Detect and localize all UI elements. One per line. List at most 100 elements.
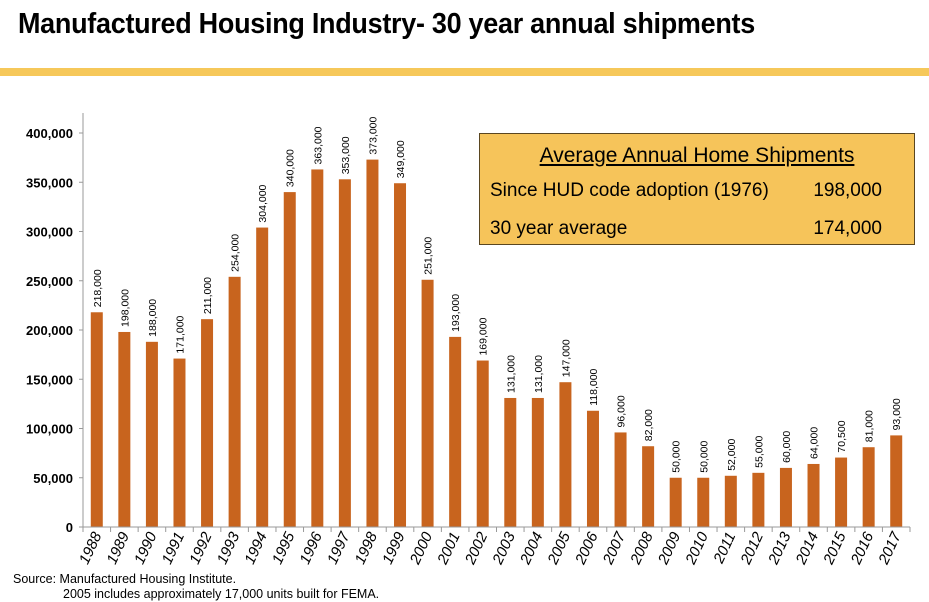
y-tick-label: 150,000 xyxy=(26,372,73,387)
data-label: 81,000 xyxy=(864,410,876,442)
x-tick-label: 2000 xyxy=(406,529,436,568)
bar-1994 xyxy=(256,227,269,527)
bar-1991 xyxy=(173,358,186,527)
data-label: 147,000 xyxy=(560,339,572,377)
data-label: 254,000 xyxy=(230,234,242,272)
y-tick-label: 200,000 xyxy=(26,323,73,338)
bar-2008 xyxy=(642,446,655,527)
data-label: 70,500 xyxy=(836,420,848,452)
average-row-label: 30 year average xyxy=(490,218,628,239)
average-row-since-hud: Since HUD code adoption (1976) 198,000 xyxy=(490,180,882,202)
data-label: 340,000 xyxy=(285,149,297,187)
page-title: Manufactured Housing Industry- 30 year a… xyxy=(18,8,755,40)
x-tick-label: 2016 xyxy=(847,529,877,568)
data-label: 93,000 xyxy=(891,398,903,430)
average-row-value: 174,000 xyxy=(813,218,882,239)
source-footnote: Source: Manufactured Housing Institute. … xyxy=(13,572,379,602)
bar-2014 xyxy=(807,463,820,527)
x-tick-label: 1990 xyxy=(131,529,161,567)
x-tick-label: 2008 xyxy=(627,529,657,568)
data-label: 55,000 xyxy=(753,436,765,468)
data-label: 64,000 xyxy=(809,427,821,459)
data-label: 188,000 xyxy=(147,299,159,337)
average-box-heading: Average Annual Home Shipments xyxy=(539,144,855,167)
bar-1997 xyxy=(338,179,351,528)
data-label: 118,000 xyxy=(588,368,600,405)
data-labels-group: 218,000 198,000 188,000 171,000 211,000 254,0… xyxy=(92,116,903,472)
bar-2016 xyxy=(862,447,875,527)
x-tick-label: 2011 xyxy=(710,530,739,567)
bar-2007 xyxy=(614,432,627,527)
x-tick-label: 1992 xyxy=(186,529,216,567)
data-label: 211,000 xyxy=(202,277,214,314)
average-row-label: Since HUD code adoption (1976) xyxy=(490,180,769,201)
bar-1996 xyxy=(311,169,324,527)
bar-1989 xyxy=(118,331,131,527)
data-label: 251,000 xyxy=(423,237,435,275)
bar-2000 xyxy=(421,279,434,527)
data-label: 52,000 xyxy=(726,439,738,471)
bar-1992 xyxy=(201,319,214,527)
data-label: 304,000 xyxy=(257,184,269,222)
data-label: 198,000 xyxy=(119,289,131,327)
data-label: 218,000 xyxy=(92,269,104,307)
data-label: 193,000 xyxy=(450,294,462,332)
y-tick-label: 400,000 xyxy=(26,126,73,141)
average-shipments-box: Average Annual Home Shipments Since HUD … xyxy=(479,133,915,245)
x-tick-label: 1994 xyxy=(241,530,271,567)
data-label: 96,000 xyxy=(616,395,628,427)
bar-2002 xyxy=(476,360,489,527)
x-tick-label: 1999 xyxy=(379,529,409,567)
accent-rule xyxy=(0,68,929,76)
data-label: 349,000 xyxy=(395,140,407,178)
x-tick-label: 1988 xyxy=(76,529,106,567)
bar-2017 xyxy=(890,435,903,527)
bar-1993 xyxy=(228,276,241,527)
data-label: 171,000 xyxy=(174,315,186,353)
data-label: 50,000 xyxy=(671,440,683,472)
bar-2013 xyxy=(779,467,792,527)
y-tick-label: 50,000 xyxy=(33,471,73,486)
y-axis: 0 50,000 100,000 150,000 200,000 250,000 300,0… xyxy=(26,113,84,535)
y-tick-label: 350,000 xyxy=(26,175,73,190)
bar-2006 xyxy=(586,410,599,527)
x-tick-label: 2009 xyxy=(654,529,684,568)
x-tick-label: 2017 xyxy=(875,529,905,568)
x-tick-label: 1991 xyxy=(159,530,189,567)
x-tick-label: 1996 xyxy=(296,529,326,567)
data-label: 60,000 xyxy=(781,431,793,463)
y-tick-label: 100,000 xyxy=(26,422,73,437)
data-label: 363,000 xyxy=(312,126,324,164)
x-tick-label: 2015 xyxy=(820,529,850,568)
data-label: 50,000 xyxy=(698,440,710,472)
y-tick-label: 0 xyxy=(66,520,73,535)
bars-group xyxy=(90,159,903,528)
bar-2005 xyxy=(559,382,572,527)
data-label: 169,000 xyxy=(478,317,490,355)
data-label: 131,000 xyxy=(533,355,545,393)
data-label: 82,000 xyxy=(643,409,655,441)
x-tick-label: 2013 xyxy=(765,529,795,568)
x-tick-label: 2012 xyxy=(737,529,767,568)
x-tick-label: 2014 xyxy=(792,530,822,568)
x-tick-label: 1997 xyxy=(324,529,354,567)
x-tick-label: 1995 xyxy=(269,529,299,567)
bar-1988 xyxy=(90,312,103,527)
bar-1995 xyxy=(283,192,296,527)
fema-note: 2005 includes approximately 17,000 units… xyxy=(63,587,380,601)
bar-2011 xyxy=(724,475,737,527)
y-tick-label: 300,000 xyxy=(26,225,73,240)
source-line: Source: Manufactured Housing Institute. xyxy=(13,572,237,586)
bar-1999 xyxy=(394,183,407,528)
bar-2004 xyxy=(531,397,544,527)
x-tick-label: 2003 xyxy=(489,529,519,568)
average-row-30-year: 30 year average 174,000 xyxy=(490,218,882,240)
x-tick-label: 2005 xyxy=(544,529,574,568)
data-label: 373,000 xyxy=(367,116,379,154)
bar-2015 xyxy=(835,457,848,527)
x-tick-label: 2002 xyxy=(461,529,491,568)
x-tick-label: 1989 xyxy=(103,529,133,567)
bar-2001 xyxy=(449,336,462,527)
bar-1990 xyxy=(145,341,158,527)
